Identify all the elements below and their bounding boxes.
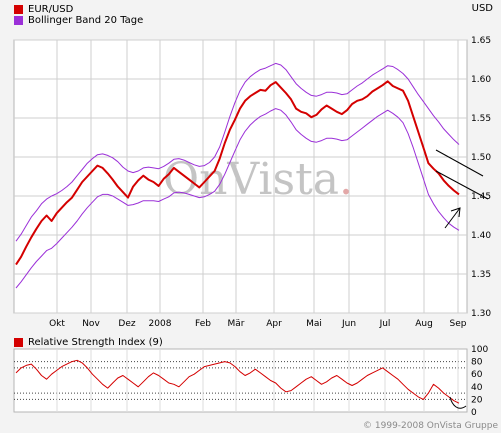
rsi-y-tick-label: 40: [471, 383, 483, 393]
price-x-tick-label: Jun: [341, 319, 356, 329]
currency-label: USD: [471, 3, 493, 14]
price-x-tick-label: Dez: [118, 319, 135, 329]
price-y-tick-label: 1.65: [471, 36, 491, 46]
price-x-tick-label: Jul: [379, 319, 391, 329]
watermark: OnVista.: [163, 154, 353, 205]
rsi-y-axis: 0 20 40 60 80 100: [471, 345, 488, 418]
arrow-head: [450, 207, 461, 218]
price-series: [15, 62, 460, 289]
rsi-legend-swatch: [14, 338, 23, 347]
lower-trendline: [435, 170, 489, 200]
trend-annotations: [435, 149, 489, 229]
rsi-y-tick-label: 0: [471, 408, 477, 418]
price-x-tick-label: Okt: [49, 319, 65, 329]
price-grid: [14, 39, 467, 314]
price-y-axis: 1.30 1.35 1.40 1.45 1.50 1.55 1.60 1.65: [471, 36, 491, 319]
price-x-tick-label: 2008: [149, 319, 172, 329]
rsi-plot-area: [13, 348, 468, 413]
price-y-tick-label: 1.60: [471, 75, 491, 85]
legend-swatch-bollinger: [14, 16, 23, 25]
rsi-y-tick-label: 100: [471, 345, 488, 355]
price-x-tick-label: Feb: [195, 319, 211, 329]
legend-label-eurusd: EUR/USD: [28, 4, 74, 15]
legend-swatch-eurusd: [14, 5, 23, 14]
price-x-tick-label: Apr: [266, 319, 282, 329]
copyright-footer: © 1999-2008 OnVista Gruppe: [363, 421, 498, 431]
bollinger-lower-line: [15, 108, 460, 289]
price-y-tick-label: 1.35: [471, 270, 491, 280]
price-x-tick-label: Aug: [415, 319, 433, 329]
legend-item-eurusd: EUR/USD: [14, 4, 73, 15]
price-x-tick-label: Sep: [450, 319, 467, 329]
rsi-grid: [14, 349, 467, 412]
rsi-line: [15, 359, 460, 404]
price-y-tick-label: 1.50: [471, 153, 491, 163]
arrow-shaft: [444, 207, 461, 229]
bollinger-upper-line: [15, 62, 460, 242]
price-y-tick-label: 1.30: [471, 309, 491, 319]
price-y-tick-label: 1.55: [471, 114, 491, 124]
rsi-annotation-curve: [449, 396, 467, 409]
price-x-tick-label: Nov: [82, 319, 100, 329]
legend-label-bollinger: Bollinger Band 20 Tage: [28, 15, 144, 26]
price-x-tick-label: Mär: [228, 319, 245, 329]
price-y-tick-label: 1.40: [471, 231, 491, 241]
rsi-y-tick-label: 80: [471, 358, 483, 368]
rsi-y-tick-label: 60: [471, 370, 483, 380]
eurusd-line: [15, 80, 460, 266]
upper-trendline: [435, 149, 484, 177]
legend-item-bollinger: Bollinger Band 20 Tage: [14, 15, 143, 26]
price-x-tick-label: Mai: [306, 319, 322, 329]
rsi-legend-label: Relative Strength Index (9): [28, 337, 163, 348]
rsi-series: [15, 359, 460, 404]
rsi-y-tick-label: 20: [471, 395, 483, 405]
rsi-legend: Relative Strength Index (9): [14, 337, 163, 348]
price-y-tick-label: 1.45: [471, 192, 491, 202]
price-x-axis: Okt Nov Dez 2008 Feb Mär Apr Mai Jun Jul Aug Sep: [49, 319, 467, 329]
